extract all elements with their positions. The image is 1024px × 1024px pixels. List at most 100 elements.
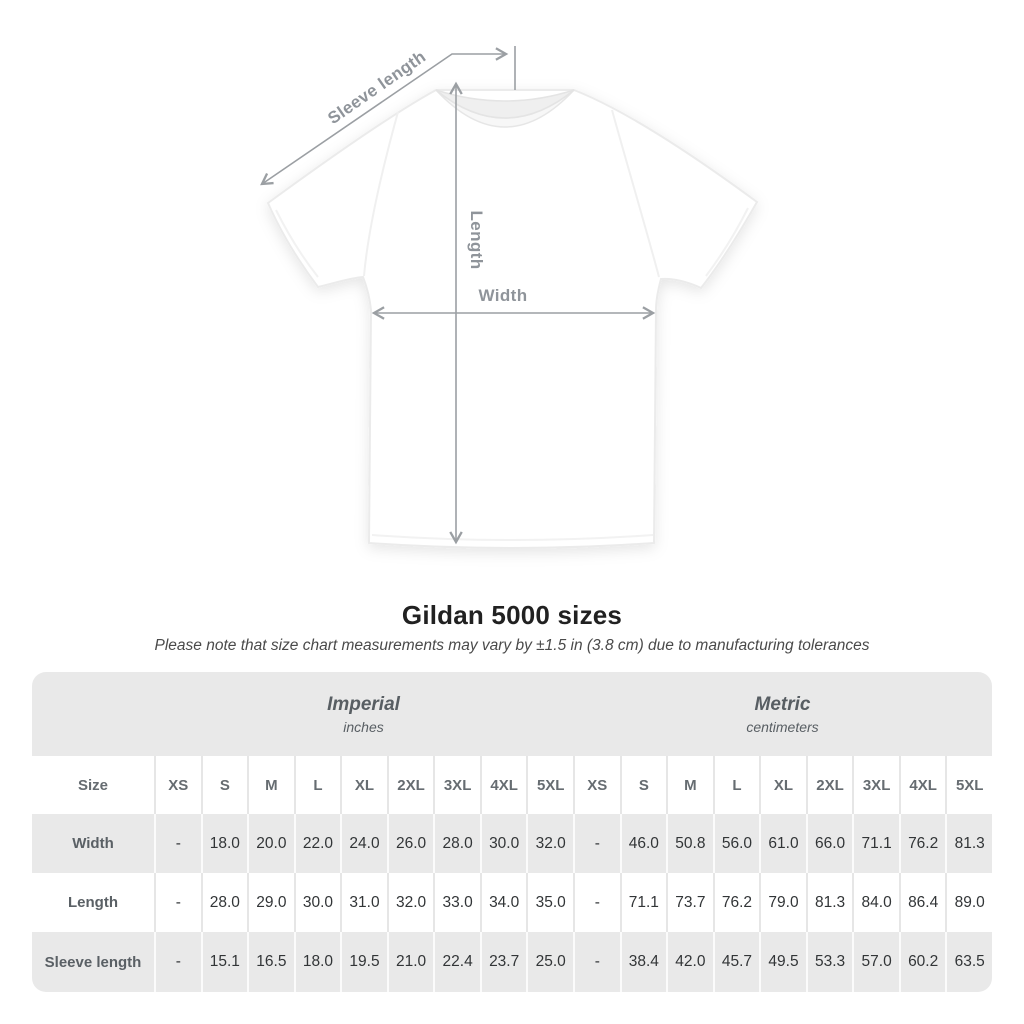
col-header-metric-5xl: 5XL: [945, 756, 992, 814]
metric-unit-label: centimeters: [746, 718, 819, 735]
cell-value: 29.0: [247, 873, 294, 932]
cell-value: 28.0: [200, 873, 248, 932]
cell-value: 16.5: [247, 932, 294, 992]
cell-value: 34.0: [479, 873, 527, 932]
cell-value: 71.1: [852, 814, 899, 873]
metric-group-header: Metric centimeters: [573, 672, 992, 756]
col-header-metric-xl: XL: [759, 756, 806, 814]
metric-label: Metric: [754, 693, 811, 715]
cell-value: 21.0: [386, 932, 434, 992]
cell-value: 22.0: [293, 814, 341, 873]
cell-value: 50.8: [666, 814, 713, 873]
cell-value: 45.7: [712, 932, 760, 992]
cell-value: 46.0: [619, 814, 667, 873]
row-label: Sleeve length: [44, 953, 142, 971]
cell-value: 89.0: [945, 873, 992, 932]
size-corner-header: Size: [77, 776, 108, 794]
cell-value: 56.0: [712, 814, 760, 873]
cell-value: 30.0: [479, 814, 527, 873]
corner-spacer: [32, 672, 154, 756]
cell-value: 38.4: [619, 932, 667, 992]
cell-value: 31.0: [340, 873, 387, 932]
cell-value: 32.0: [386, 873, 434, 932]
cell-value: 63.5: [945, 932, 992, 992]
col-header-metric-l: L: [712, 756, 760, 814]
cell-value: 35.0: [526, 873, 573, 932]
length-label: Length: [467, 210, 486, 269]
right-armhole-seam: [611, 109, 660, 278]
cell-value: 20.0: [247, 814, 294, 873]
cell-value: -: [573, 932, 620, 992]
cell-value: 19.5: [340, 932, 387, 992]
col-header-imperial-5xl: 5XL: [526, 756, 573, 814]
cell-value: 71.1: [619, 873, 667, 932]
col-header-imperial-2xl: 2XL: [386, 756, 434, 814]
cell-value: 79.0: [759, 873, 806, 932]
col-header-imperial-m: M: [247, 756, 294, 814]
imperial-unit-label: inches: [343, 718, 384, 735]
table-row-sleeve-length: Sleeve length - 15.1 16.5 18.0 19.5 21.0…: [32, 932, 992, 992]
cell-value: 57.0: [852, 932, 899, 992]
col-header-imperial-xl: XL: [340, 756, 387, 814]
cell-value: -: [154, 814, 201, 873]
cell-value: 30.0: [293, 873, 341, 932]
tshirt-measurement-diagram: Sleeve length Length Width: [260, 46, 759, 549]
cell-value: 32.0: [526, 814, 573, 873]
right-sleeve-stitch: [705, 207, 749, 277]
tshirt-body: [266, 89, 759, 549]
cell-value: 60.2: [898, 932, 946, 992]
cell-value: 61.0: [759, 814, 806, 873]
imperial-label: Imperial: [327, 693, 400, 715]
cell-value: -: [573, 814, 620, 873]
col-header-imperial-3xl: 3XL: [433, 756, 480, 814]
cell-value: 23.7: [479, 932, 527, 992]
cell-value: 15.1: [200, 932, 248, 992]
col-header-metric-2xl: 2XL: [805, 756, 853, 814]
col-header-metric-m: M: [666, 756, 713, 814]
col-header-metric-xs: XS: [573, 756, 620, 814]
cell-value: 73.7: [666, 873, 713, 932]
hem-stitch: [371, 534, 654, 541]
cell-value: 24.0: [340, 814, 387, 873]
cell-value: -: [154, 932, 201, 992]
cell-value: 33.0: [433, 873, 480, 932]
cell-value: 53.3: [805, 932, 853, 992]
col-header-metric-4xl: 4XL: [898, 756, 946, 814]
cell-value: 81.3: [945, 814, 992, 873]
cell-value: 18.0: [200, 814, 248, 873]
size-table: Imperial inches Metric centimeters Size …: [32, 672, 992, 992]
unit-group-header-row: Imperial inches Metric centimeters: [32, 672, 992, 756]
table-row-length: Length - 28.0 29.0 30.0 31.0 32.0 33.0 3…: [32, 873, 992, 932]
sleeve-length-arrow: [260, 47, 509, 186]
left-sleeve-stitch: [275, 209, 319, 278]
col-header-imperial-l: L: [293, 756, 341, 814]
cell-value: 26.0: [386, 814, 434, 873]
table-row-width: Width - 18.0 20.0 22.0 24.0 26.0 28.0 30…: [32, 814, 992, 873]
cell-value: 86.4: [898, 873, 946, 932]
tshirt-illustration: [266, 89, 759, 549]
cell-value: 76.2: [898, 814, 946, 873]
imperial-group-header: Imperial inches: [154, 672, 573, 756]
col-header-metric-3xl: 3XL: [852, 756, 899, 814]
page-title: Gildan 5000 sizes: [401, 600, 623, 630]
width-label: Width: [478, 286, 527, 305]
col-header-metric-s: S: [619, 756, 667, 814]
cell-value: 49.5: [759, 932, 806, 992]
col-header-imperial-4xl: 4XL: [479, 756, 527, 814]
cell-value: 84.0: [852, 873, 899, 932]
size-header-row: Size XS S M L XL 2XL 3XL 4XL 5XL XS S M …: [32, 756, 992, 814]
cell-value: 28.0: [433, 814, 480, 873]
col-header-imperial-s: S: [200, 756, 248, 814]
tolerance-note: Please note that size chart measurements…: [154, 637, 870, 654]
cell-value: 66.0: [805, 814, 853, 873]
cell-value: -: [573, 873, 620, 932]
cell-value: 81.3: [805, 873, 853, 932]
col-header-imperial-xs: XS: [154, 756, 201, 814]
cell-value: 22.4: [433, 932, 480, 992]
cell-value: 25.0: [526, 932, 573, 992]
row-label: Width: [72, 835, 114, 852]
cell-value: 42.0: [666, 932, 713, 992]
cell-value: 18.0: [293, 932, 341, 992]
row-label: Length: [68, 894, 118, 911]
